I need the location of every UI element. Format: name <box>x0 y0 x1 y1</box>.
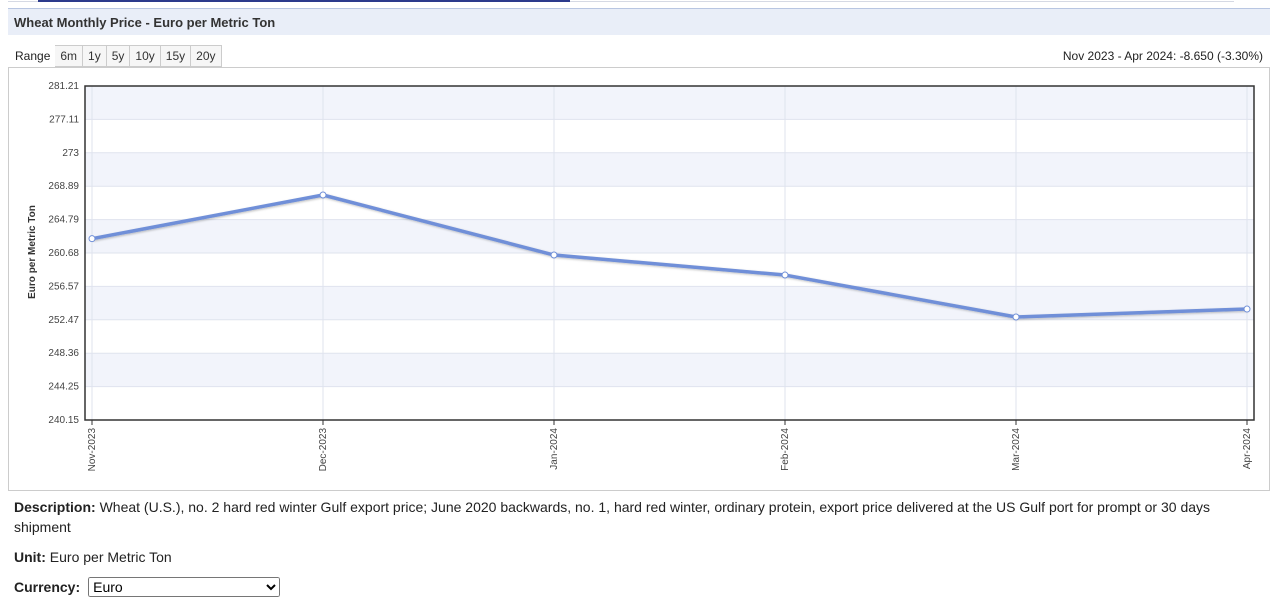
tab-indicator <box>38 0 570 2</box>
change-summary: Nov 2023 - Apr 2024: -8.650 (-3.30%) <box>1062 49 1263 63</box>
chart: Euro per Metric Ton 240.15 244.25 248.36 25… <box>27 81 1255 472</box>
currency-label: Currency: <box>14 579 81 595</box>
chart-box: Euro per Metric Ton 240.15 244.25 248.36 25… <box>8 67 1270 491</box>
data-point <box>1243 305 1251 313</box>
x-tick-label: Dec-2023 <box>318 428 329 472</box>
range-button[interactable]: 20y <box>191 45 222 67</box>
y-tick-label: 260.68 <box>48 248 79 259</box>
data-point <box>781 271 789 279</box>
range-button[interactable]: 15y <box>160 45 192 67</box>
plot-band <box>85 219 1254 253</box>
unit: Unit: Euro per Metric Ton <box>14 547 172 567</box>
currency-select[interactable]: Euro <box>88 577 281 597</box>
currency: Currency: Euro <box>14 577 281 597</box>
range-selector: Range 6m 1y 5y 10y 15y 20y <box>15 45 222 67</box>
plot-band <box>85 353 1254 387</box>
description: Description: Wheat (U.S.), no. 2 hard re… <box>14 497 1254 537</box>
range-button[interactable]: 10y <box>130 45 161 67</box>
series-line <box>91 193 1248 319</box>
x-tick-label: Nov-2023 <box>87 428 98 472</box>
range-button[interactable]: 1y <box>83 45 107 67</box>
plot-frame <box>84 85 1255 421</box>
y-tick-label: 277.11 <box>49 114 79 125</box>
plot-band <box>85 86 1254 120</box>
y-tick-label: 264.79 <box>48 215 79 226</box>
y-tick-label: 273 <box>62 148 79 159</box>
x-tick-label: Mar-2024 <box>1011 428 1022 471</box>
range-button[interactable]: 6m <box>55 45 84 67</box>
y-tick-label: 252.47 <box>48 315 79 326</box>
y-tick-label: 281.21 <box>48 81 79 92</box>
y-tick-label: 268.89 <box>48 181 79 192</box>
tab-rule <box>8 1 1234 2</box>
y-tick-label: 248.36 <box>48 348 79 359</box>
y-tick-label: 244.25 <box>48 382 79 393</box>
description-text: Wheat (U.S.), no. 2 hard red winter Gulf… <box>14 499 1211 535</box>
x-tick-label: Feb-2024 <box>780 428 791 471</box>
data-point <box>550 251 558 259</box>
range-button[interactable]: 5y <box>106 45 131 67</box>
y-axis-label: Euro per Metric Ton <box>27 205 38 299</box>
plot-band <box>85 152 1254 187</box>
header: Wheat Monthly Price - Euro per Metric To… <box>8 8 1270 35</box>
range-label: Range <box>15 49 51 63</box>
data-point <box>319 191 327 199</box>
x-tick-label: Jan-2024 <box>549 428 560 470</box>
unit-label: Unit: <box>14 549 46 565</box>
description-label: Description: <box>14 499 96 515</box>
unit-text: Euro per Metric Ton <box>49 549 172 565</box>
x-tick-label: Apr-2024 <box>1242 428 1253 470</box>
title: Wheat Monthly Price - Euro per Metric To… <box>14 15 276 30</box>
data-point <box>1012 313 1020 321</box>
data-point <box>88 235 96 243</box>
y-tick-label: 256.57 <box>48 281 79 292</box>
y-tick-label: 240.15 <box>48 415 79 426</box>
